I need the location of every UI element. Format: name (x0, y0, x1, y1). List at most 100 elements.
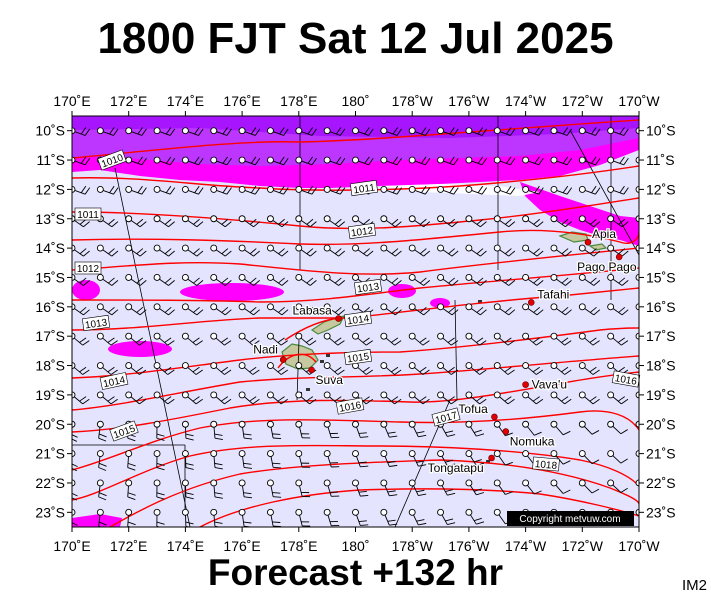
place-label: Vava'u (532, 378, 567, 392)
barb-feather (619, 156, 625, 164)
barb-station-circle (72, 127, 76, 135)
wind-barb (210, 362, 232, 375)
wind-barb (408, 508, 427, 526)
barb-feather (137, 185, 143, 194)
barb-feather (591, 430, 600, 435)
barb-feather (507, 398, 515, 405)
barb-feather (451, 221, 459, 228)
wind-barb (267, 274, 289, 286)
x-tick-label-top: 180˚ (341, 93, 369, 109)
barb-station-circle (267, 215, 274, 223)
barb-feather (477, 185, 484, 194)
x-tick-label-bottom: 176˚W (448, 538, 490, 554)
wind-barb (578, 479, 600, 494)
isobar-12 (109, 459, 639, 527)
barb-feather (564, 398, 572, 405)
wind-barb (465, 244, 487, 257)
barb-station-circle (408, 332, 416, 340)
wind-barb (465, 332, 487, 346)
wind-barb (210, 332, 232, 346)
barb-feather (476, 248, 484, 255)
x-tick-label-bottom: 174˚E (167, 538, 204, 554)
barb-station-circle (607, 450, 615, 458)
barb-feather (534, 490, 542, 495)
barb-feather (222, 185, 228, 194)
barb-feather (164, 218, 172, 225)
isobar-label: 1014 (343, 310, 373, 328)
barb-feather (617, 366, 625, 373)
wind-barb (96, 332, 118, 346)
barb-feather (418, 522, 427, 526)
barb-station-circle (380, 420, 388, 428)
barb-station-circle (408, 244, 416, 252)
barb-feather (194, 127, 200, 135)
wind-barb (181, 362, 203, 375)
place-layer: Apia Pago Pago Tafahi Labasa Nadi Suva Vava'u T… (252, 226, 638, 476)
barb-feather (139, 309, 147, 316)
barb-feather (72, 497, 78, 501)
wind-barb (267, 215, 289, 228)
barb-feather (198, 187, 204, 195)
barb-station-circle (493, 244, 501, 252)
place-label: Labasa (292, 304, 332, 318)
barb-feather (309, 340, 317, 346)
barb-station-circle (295, 420, 303, 428)
barb-feather (507, 340, 515, 346)
barb-feather (476, 277, 484, 284)
y-tick-label-left: 15˚S (35, 269, 65, 285)
barb-station-circle (238, 332, 246, 340)
wind-barb (181, 420, 194, 441)
barb-feather (111, 280, 119, 286)
barb-feather (193, 248, 200, 255)
barb-feather (79, 337, 87, 343)
barb-feather (272, 462, 281, 465)
barb-feather (72, 468, 78, 472)
wind-barb (465, 274, 487, 286)
barb-feather (368, 128, 374, 136)
isobar-label-box (343, 310, 373, 328)
barb-station-circle (550, 420, 558, 428)
barb-feather (339, 158, 346, 166)
barb-feather (79, 366, 87, 373)
barb-station-circle (465, 508, 473, 516)
barb-feather (168, 250, 175, 257)
barb-station-circle (550, 185, 558, 193)
barb-feather (185, 437, 194, 441)
barb-feather (445, 430, 454, 434)
wind-barb (295, 185, 317, 195)
wind-barb (352, 244, 374, 257)
barb-station-circle (323, 185, 331, 193)
y-tick-label-left: 20˚S (35, 416, 65, 432)
barb-feather (534, 127, 540, 135)
barb-station-circle (72, 274, 76, 281)
barb-feather (107, 337, 115, 343)
wind-barb (522, 215, 544, 228)
barb-station-circle (352, 303, 359, 311)
barb-feather (339, 187, 346, 195)
barb-station-circle (493, 156, 501, 164)
barb-station-circle (408, 303, 416, 311)
place-marker (584, 238, 592, 246)
barb-station-circle (238, 479, 246, 487)
barb-station-circle (352, 420, 359, 428)
barb-station-circle (437, 332, 444, 340)
wind-barb (125, 127, 147, 136)
barb-station-circle (493, 450, 501, 458)
barb-feather (561, 337, 569, 343)
wind-barb (96, 127, 119, 136)
wind-barb (295, 215, 317, 228)
barb-station-circle (295, 127, 303, 135)
barb-station-circle (125, 185, 133, 193)
barb-feather (419, 366, 427, 373)
barb-feather (590, 218, 597, 225)
barb-feather (278, 218, 285, 225)
barb-feather (243, 437, 253, 440)
y-tick-label-left: 12˚S (35, 181, 65, 197)
barb-feather (185, 521, 194, 525)
barb-feather (311, 158, 317, 166)
barb-station-circle (323, 332, 331, 340)
barb-feather (421, 185, 427, 194)
barb-feather (279, 185, 285, 194)
y-tick-label-left: 19˚S (35, 387, 65, 403)
wind-barb (295, 127, 317, 136)
